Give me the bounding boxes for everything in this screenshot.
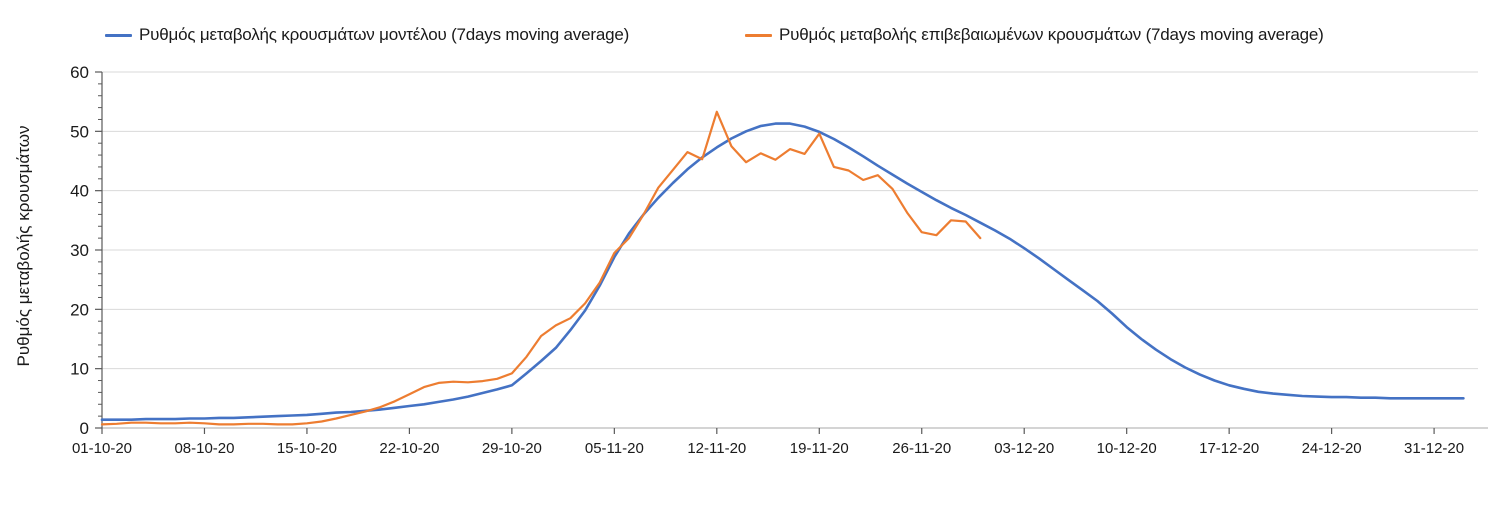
model-line bbox=[100, 122, 1465, 422]
confirmed-line bbox=[100, 110, 982, 426]
legend-item-confirmed: Ρυθμός μεταβολής επιβεβαιωμένων κρουσμάτ… bbox=[745, 22, 1324, 48]
legend-label-confirmed: Ρυθμός μεταβολής επιβεβαιωμένων κρουσμάτ… bbox=[779, 25, 1324, 44]
x-tick-label: 24-12-20 bbox=[1302, 440, 1362, 457]
x-tick-label: 12-11-20 bbox=[687, 440, 746, 457]
x-tick-label: 05-11-20 bbox=[585, 440, 644, 457]
legend-item-model: Ρυθμός μεταβολής κρουσμάτων μοντέλου (7d… bbox=[105, 22, 629, 48]
legend: Ρυθμός μεταβολής κρουσμάτων μοντέλου (7d… bbox=[0, 22, 1511, 48]
legend-label-model: Ρυθμός μεταβολής κρουσμάτων μοντέλου (7d… bbox=[139, 25, 630, 44]
y-tick-label: 20 bbox=[70, 300, 89, 319]
x-tick-label: 31-12-20 bbox=[1404, 440, 1464, 457]
x-tick-label: 03-12-20 bbox=[994, 440, 1054, 457]
x-tick-label: 29-10-20 bbox=[482, 440, 542, 457]
y-tick-label: 10 bbox=[70, 360, 89, 379]
y-tick-label: 0 bbox=[80, 419, 89, 438]
model-line-swatch bbox=[105, 33, 132, 37]
x-tick-label: 10-12-20 bbox=[1097, 440, 1157, 457]
x-tick-label: 19-11-20 bbox=[790, 440, 849, 457]
x-tick-label: 26-11-20 bbox=[892, 440, 951, 457]
y-tick-label: 50 bbox=[70, 122, 89, 141]
y-tick-label: 60 bbox=[70, 63, 89, 82]
y-tick-label: 30 bbox=[70, 241, 89, 260]
x-tick-label: 15-10-20 bbox=[277, 440, 337, 457]
y-tick-label: 40 bbox=[70, 182, 89, 201]
confirmed-line-swatch bbox=[745, 33, 772, 37]
x-tick-label: 01-10-20 bbox=[72, 440, 132, 457]
x-tick-label: 08-10-20 bbox=[174, 440, 234, 457]
x-tick-label: 17-12-20 bbox=[1199, 440, 1259, 457]
x-tick-label: 22-10-20 bbox=[379, 440, 439, 457]
